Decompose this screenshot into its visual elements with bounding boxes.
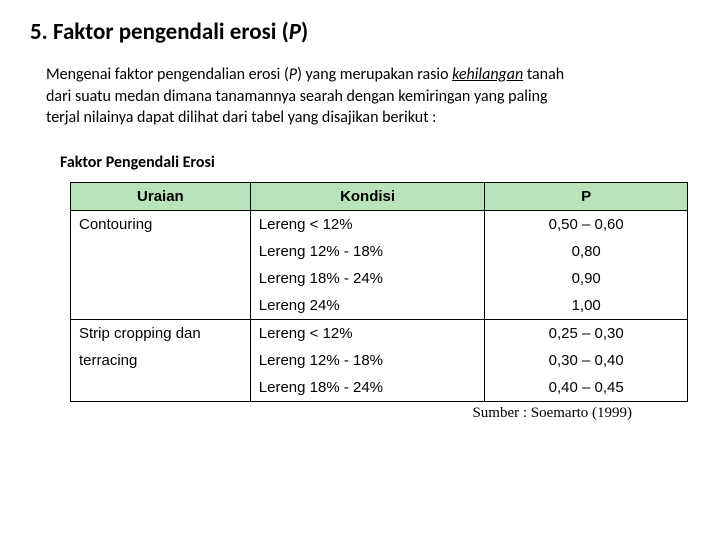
erosion-factor-table: Uraian Kondisi P ContouringLereng < 12%0… <box>70 182 688 402</box>
table-row: Lereng 18% - 24%0,90 <box>71 265 688 292</box>
cell-p: 0,90 <box>485 265 688 292</box>
cell-kondisi: Lereng 12% - 18% <box>250 238 485 265</box>
table-title: Faktor Pengendali Erosi <box>60 153 692 172</box>
table-row: ContouringLereng < 12%0,50 – 0,60 <box>71 210 688 238</box>
source-citation: Sumber : Soemarto (1999) <box>28 405 632 422</box>
p-l1d: tanah <box>523 65 564 84</box>
table-row: Lereng 24%1,00 <box>71 292 688 320</box>
p-l1a: Mengenai faktor pengendalian erosi ( <box>46 65 289 84</box>
cell-uraian: Contouring <box>71 210 251 238</box>
cell-kondisi: Lereng 12% - 18% <box>250 347 485 374</box>
cell-kondisi: Lereng 24% <box>250 292 485 320</box>
p-l2: dari suatu medan dimana tanamannya seara… <box>46 87 548 106</box>
cell-kondisi: Lereng < 12% <box>250 319 485 347</box>
cell-uraian <box>71 374 251 402</box>
table-row: Strip cropping danLereng < 12%0,25 – 0,3… <box>71 319 688 347</box>
table-row: Lereng 12% - 18%0,80 <box>71 238 688 265</box>
table-row: Lereng 18% - 24%0,40 – 0,45 <box>71 374 688 402</box>
heading-text-a: Faktor pengendali erosi ( <box>53 18 289 46</box>
cell-p: 0,25 – 0,30 <box>485 319 688 347</box>
p-l1p: P <box>289 65 297 84</box>
cell-p: 0,50 – 0,60 <box>485 210 688 238</box>
body-paragraph: Mengenai faktor pengendalian erosi (P) y… <box>46 64 682 129</box>
table-header-row: Uraian Kondisi P <box>71 182 688 210</box>
heading-number: 5. <box>30 18 48 46</box>
heading-p: P <box>289 18 301 46</box>
col-header-uraian: Uraian <box>71 182 251 210</box>
cell-kondisi: Lereng 18% - 24% <box>250 374 485 402</box>
cell-uraian <box>71 265 251 292</box>
p-l1b: ) yang merupakan rasio <box>297 65 452 84</box>
cell-p: 0,30 – 0,40 <box>485 347 688 374</box>
heading-text-b: ) <box>301 18 308 46</box>
section-heading: 5. Faktor pengendali erosi (P) <box>30 18 692 46</box>
p-l3: terjal nilainya dapat dilihat dari tabel… <box>46 108 436 127</box>
cell-p: 1,00 <box>485 292 688 320</box>
cell-kondisi: Lereng 18% - 24% <box>250 265 485 292</box>
cell-uraian <box>71 238 251 265</box>
cell-p: 0,80 <box>485 238 688 265</box>
table-row: terracingLereng 12% - 18%0,30 – 0,40 <box>71 347 688 374</box>
cell-uraian: terracing <box>71 347 251 374</box>
cell-uraian: Strip cropping dan <box>71 319 251 347</box>
cell-uraian <box>71 292 251 320</box>
cell-p: 0,40 – 0,45 <box>485 374 688 402</box>
cell-kondisi: Lereng < 12% <box>250 210 485 238</box>
col-header-p: P <box>485 182 688 210</box>
p-l1c: kehilangan <box>452 65 523 84</box>
col-header-kondisi: Kondisi <box>250 182 485 210</box>
